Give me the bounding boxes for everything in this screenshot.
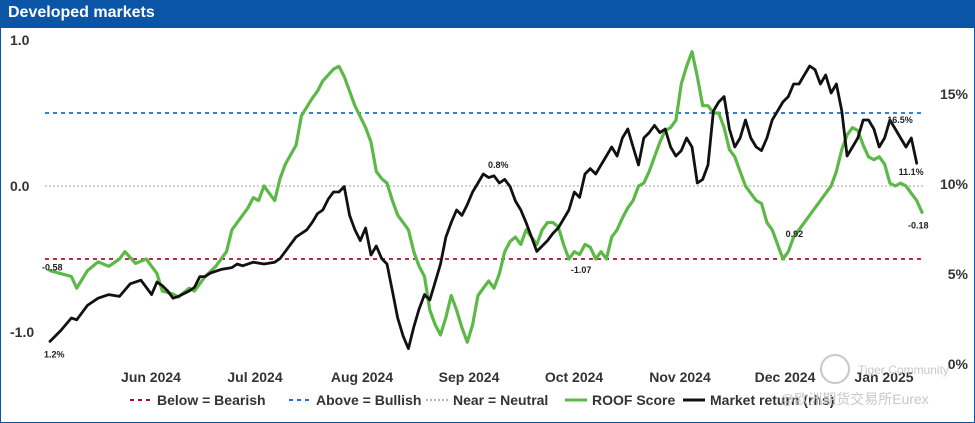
- x-axis: Jun 2024 Jul 2024 Aug 2024 Sep 2024 Oct 2024…: [121, 369, 914, 385]
- data-annotation-label: 16.5%: [887, 115, 913, 125]
- x-axis-month-label: Jun 2024: [121, 369, 181, 385]
- x-axis-month-label: Nov 2024: [649, 369, 711, 385]
- legend-label: Market return (rhs): [710, 392, 834, 408]
- right-axis: 15% 10% 5% 0%: [940, 86, 969, 372]
- x-axis-month-label: Jul 2024: [227, 369, 282, 385]
- legend-label: ROOF Score: [592, 392, 675, 408]
- x-axis-month-label: Dec 2024: [755, 369, 816, 385]
- x-axis-month-label: Jan 2025: [854, 369, 913, 385]
- data-annotation-label: -1.07: [571, 265, 592, 275]
- x-axis-month-label: Sep 2024: [439, 369, 500, 385]
- data-annotations: -0.58 1.2% 0.8% -1.07 0.92 16.5% 11.1% -0.18: [42, 115, 929, 359]
- legend-label: Above = Bullish: [316, 392, 421, 408]
- right-axis-tick-label: 15%: [940, 86, 969, 102]
- chart-title: Developed markets: [8, 4, 155, 21]
- right-axis-tick-label: 10%: [940, 176, 969, 192]
- legend: Below = Bearish Above = Bullish Near = Neu…: [130, 392, 834, 408]
- data-annotation-label: -0.18: [908, 220, 929, 230]
- legend-label: Near = Neutral: [453, 392, 548, 408]
- left-axis: 1.0 0.0 -1.0: [10, 32, 34, 340]
- chart-header: Developed markets: [0, 0, 975, 28]
- reference-lines: [45, 112, 925, 260]
- legend-label: Below = Bearish: [157, 392, 266, 408]
- data-annotation-label: 11.1%: [899, 167, 924, 177]
- data-annotation-label: -0.58: [42, 263, 63, 273]
- series-lines: [48, 50, 924, 350]
- tiger-logo-icon: [820, 354, 850, 384]
- left-axis-tick-label: 0.0: [10, 178, 30, 194]
- data-annotation-label: 0.8%: [488, 160, 509, 170]
- x-axis-month-label: Aug 2024: [331, 369, 393, 385]
- data-annotation-label: 0.92: [786, 229, 804, 239]
- left-axis-tick-label: -1.0: [10, 324, 34, 340]
- market-return-line: [48, 64, 919, 350]
- right-axis-tick-label: 5%: [948, 266, 969, 282]
- watermark-community: Tiger Community: [858, 363, 949, 377]
- watermark: Tiger Community @欧洲期货交易所Eurex: [780, 354, 949, 407]
- left-axis-tick-label: 1.0: [10, 32, 30, 48]
- data-annotation-label: 1.2%: [44, 349, 65, 359]
- x-axis-month-label: Oct 2024: [545, 369, 604, 385]
- watermark-source: @欧洲期货交易所Eurex: [780, 391, 929, 407]
- roof-score-line: [48, 50, 924, 344]
- right-axis-tick-label: 0%: [948, 356, 969, 372]
